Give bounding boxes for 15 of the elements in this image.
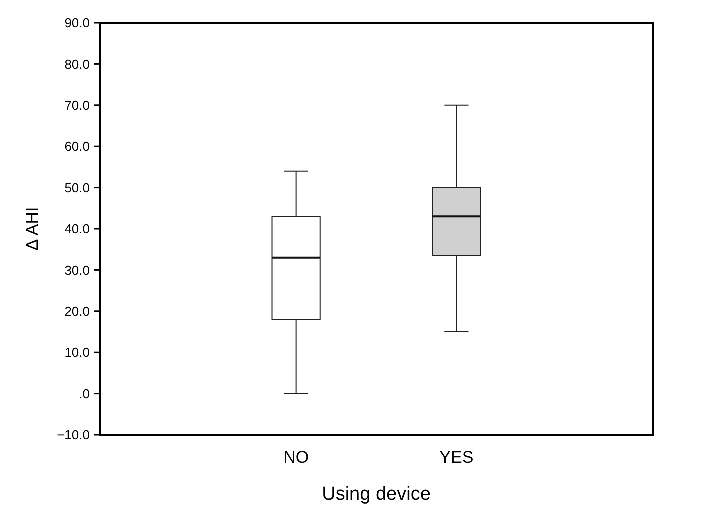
y-tick-label: .0 xyxy=(79,386,90,402)
y-tick-label: 30.0 xyxy=(64,262,90,278)
y-tick-label: 60.0 xyxy=(64,139,90,154)
y-tick-label: 40.0 xyxy=(64,222,90,237)
x-tick-label: NO xyxy=(284,448,310,467)
y-tick-label: 10.0 xyxy=(64,345,90,360)
x-axis-title: Using device xyxy=(322,484,431,505)
x-tick-label: YES xyxy=(440,448,474,467)
y-tick-label: −10.0 xyxy=(57,428,90,443)
y-tick-label: 50.0 xyxy=(64,180,90,196)
y-axis-title: Δ AHI xyxy=(23,207,42,251)
y-tick-label: 80.0 xyxy=(64,56,90,72)
y-tick-label: 20.0 xyxy=(64,304,90,319)
y-tick-label: 70.0 xyxy=(64,98,90,113)
y-tick-label: 90.0 xyxy=(64,16,90,31)
